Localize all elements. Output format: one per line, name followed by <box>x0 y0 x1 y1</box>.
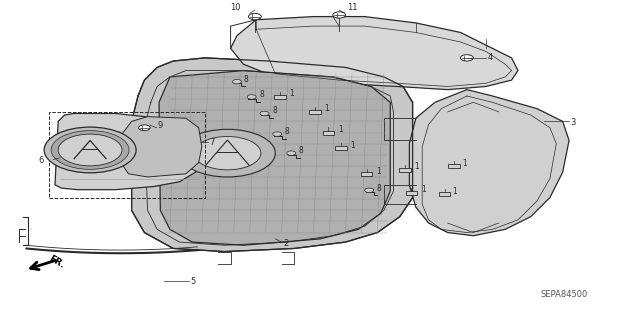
Circle shape <box>194 137 261 170</box>
Text: 8: 8 <box>377 184 381 193</box>
Bar <box>323 130 334 135</box>
Text: 8: 8 <box>259 90 264 99</box>
Text: 7: 7 <box>209 138 215 147</box>
Text: 8: 8 <box>299 146 303 155</box>
Text: 6: 6 <box>39 156 44 165</box>
Circle shape <box>273 132 282 136</box>
Text: 8: 8 <box>285 127 290 136</box>
Text: 3: 3 <box>570 117 576 127</box>
Circle shape <box>333 12 346 18</box>
Text: 1: 1 <box>338 124 342 134</box>
Text: 1: 1 <box>462 159 467 168</box>
Text: 5: 5 <box>190 277 196 286</box>
Circle shape <box>287 151 296 155</box>
Polygon shape <box>230 17 518 90</box>
Text: 1: 1 <box>351 141 355 150</box>
Text: 1: 1 <box>415 162 419 171</box>
Bar <box>399 168 411 172</box>
Bar <box>361 173 372 176</box>
Circle shape <box>58 134 122 166</box>
Text: 1: 1 <box>421 185 426 194</box>
Text: 1: 1 <box>289 89 294 98</box>
Circle shape <box>139 125 150 130</box>
Circle shape <box>44 127 136 173</box>
Bar <box>309 110 321 115</box>
Text: 11: 11 <box>347 3 357 12</box>
Circle shape <box>247 95 256 99</box>
Circle shape <box>232 79 241 84</box>
Text: 8: 8 <box>272 107 277 115</box>
Bar <box>335 146 347 150</box>
Circle shape <box>51 130 129 169</box>
Circle shape <box>365 188 374 193</box>
Text: SEPA84500: SEPA84500 <box>540 290 588 299</box>
Text: 9: 9 <box>158 121 163 130</box>
Polygon shape <box>132 58 413 252</box>
Circle shape <box>260 111 269 116</box>
Bar <box>406 191 417 195</box>
Text: 1: 1 <box>324 105 329 114</box>
Bar <box>439 192 451 196</box>
Polygon shape <box>159 70 390 245</box>
Text: 1: 1 <box>452 187 457 196</box>
Bar <box>449 164 460 168</box>
Polygon shape <box>119 117 202 177</box>
Circle shape <box>461 55 473 61</box>
Text: 8: 8 <box>243 75 248 84</box>
Text: 1: 1 <box>376 167 381 176</box>
Polygon shape <box>55 114 202 190</box>
Text: 10: 10 <box>230 3 240 12</box>
Bar <box>274 95 285 99</box>
Circle shape <box>179 129 275 177</box>
Text: 4: 4 <box>487 53 493 62</box>
Text: FR.: FR. <box>47 254 65 270</box>
Polygon shape <box>410 90 569 236</box>
Circle shape <box>248 13 261 20</box>
Text: 2: 2 <box>283 239 288 248</box>
